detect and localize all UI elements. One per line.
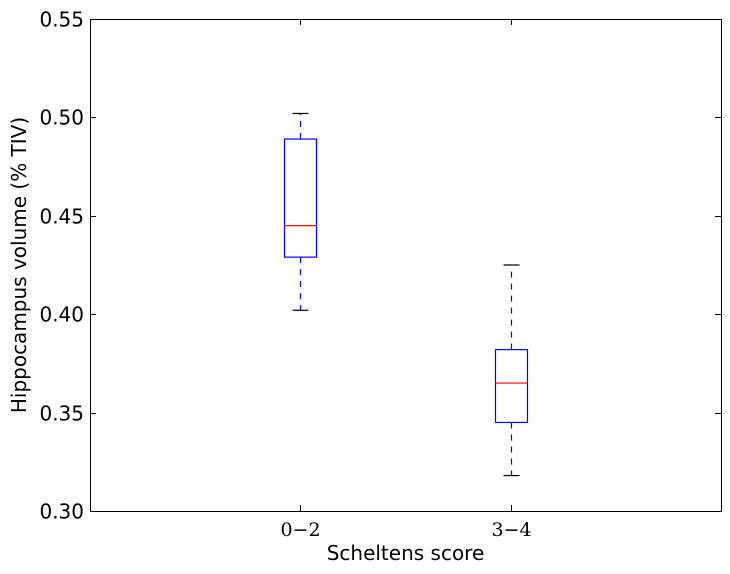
y-ticks-layer: 0.30 0.35 0.40 0.45 0.50 0.55 bbox=[39, 8, 721, 524]
box-group-1 bbox=[494, 264, 529, 477]
box-group-0 bbox=[283, 112, 318, 311]
y-tick-label: 0.50 bbox=[39, 106, 84, 130]
iqr-box bbox=[283, 138, 318, 258]
y-tick-label: 0.40 bbox=[39, 303, 84, 327]
x-axis-title: Scheltens score bbox=[327, 541, 485, 565]
x-tick-label: 0−2 bbox=[280, 519, 320, 541]
y-tick-label: 0.55 bbox=[39, 8, 84, 32]
x-ticks-layer: 0−2 3−4 bbox=[280, 19, 532, 541]
iqr-box bbox=[494, 349, 529, 424]
boxes-layer bbox=[283, 112, 529, 477]
y-tick-label: 0.45 bbox=[39, 205, 84, 229]
y-axis-title: Hippocampus volume (% TIV) bbox=[7, 117, 31, 413]
y-tick-label: 0.30 bbox=[39, 500, 84, 524]
x-tick-label: 3−4 bbox=[491, 519, 531, 541]
plot-frame bbox=[90, 19, 722, 512]
y-tick-label: 0.35 bbox=[39, 402, 84, 426]
